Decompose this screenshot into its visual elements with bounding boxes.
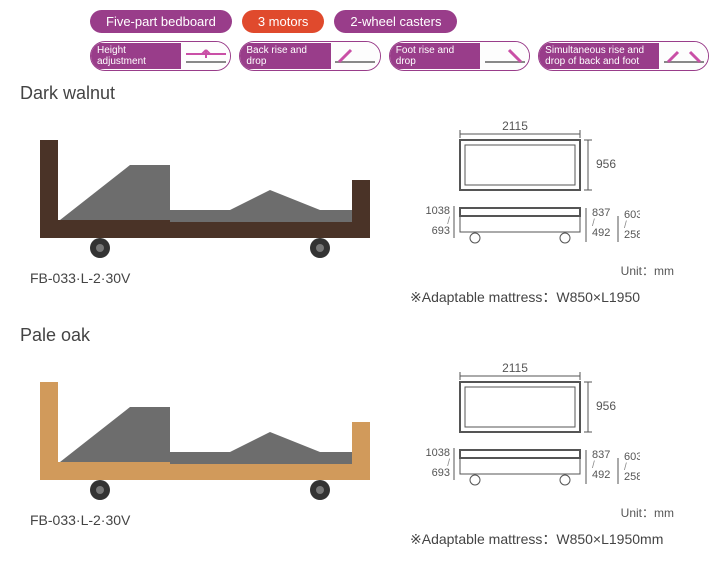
feature-label: Simultaneous rise and drop of back and f… xyxy=(539,43,659,69)
feature-pill: 2-wheel casters xyxy=(334,10,457,33)
adjust-feature: Simultaneous rise and drop of back and f… xyxy=(538,41,709,71)
adjust-feature: Height adjustment xyxy=(90,41,231,71)
unit-label: Unit：mm xyxy=(410,504,674,521)
adjust-feature: Foot rise and drop xyxy=(389,41,530,71)
feature-icon xyxy=(480,42,529,70)
feature-pill: Five-part bedboard xyxy=(90,10,232,33)
model-number: FB-033·L-2·30V xyxy=(30,270,410,286)
dimension-diagram: 2115 956 1038 / 693 837 / 492 603 / 258 xyxy=(410,362,640,502)
bed-illustration xyxy=(20,110,390,260)
dimension-diagram: 2115 956 1038 / 693 837 / 492 603 / 258 xyxy=(410,120,640,260)
svg-text:492: 492 xyxy=(592,469,610,481)
bed-illustration xyxy=(20,352,390,502)
svg-text:258: 258 xyxy=(624,471,640,483)
model-number: FB-033·L-2·30V xyxy=(30,512,410,528)
feature-icon xyxy=(659,42,708,70)
svg-text:956: 956 xyxy=(596,157,616,171)
feature-icon xyxy=(331,42,380,70)
feature-icon xyxy=(181,42,230,70)
pill-row: Five-part bedboard 3 motors 2-wheel caster… xyxy=(90,10,709,33)
unit-label: Unit：mm xyxy=(410,262,674,279)
feature-label: Foot rise and drop xyxy=(390,43,480,69)
mattress-note: ※Adaptable mattress：W850×L1950mm xyxy=(410,529,690,549)
adjust-feature: Back rise and drop xyxy=(239,41,380,71)
mattress-note: ※Adaptable mattress：W850×L1950 xyxy=(410,287,690,307)
variant-section: Dark walnut FB-033·L-2·30V 2115 xyxy=(10,83,709,307)
feature-label: Back rise and drop xyxy=(240,43,330,69)
svg-text:492: 492 xyxy=(592,227,610,239)
feature-row: Height adjustment Back rise and drop Foot … xyxy=(90,41,709,71)
svg-text:693: 693 xyxy=(432,467,450,479)
variant-section: Pale oak FB-033·L-2·30V 2115 956 xyxy=(10,325,709,549)
feature-label: Height adjustment xyxy=(91,43,181,69)
svg-text:2115: 2115 xyxy=(502,362,528,375)
svg-text:693: 693 xyxy=(432,225,450,237)
variant-name: Dark walnut xyxy=(20,83,709,104)
variant-name: Pale oak xyxy=(20,325,709,346)
svg-text:258: 258 xyxy=(624,229,640,241)
svg-text:2115: 2115 xyxy=(502,120,528,133)
svg-text:956: 956 xyxy=(596,399,616,413)
feature-pill: 3 motors xyxy=(242,10,325,33)
